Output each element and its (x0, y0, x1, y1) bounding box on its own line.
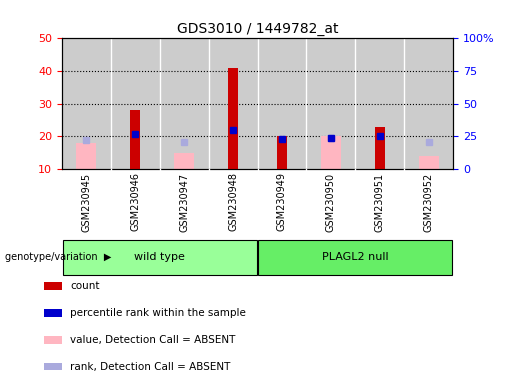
Bar (419, 156, 438, 169)
Bar (375, 126, 385, 169)
Text: value, Detection Call = ABSENT: value, Detection Call = ABSENT (70, 335, 236, 345)
Text: count: count (70, 281, 100, 291)
Bar (76, 143, 96, 169)
Bar (44, 282, 62, 290)
Bar (130, 110, 140, 169)
Bar (44, 363, 62, 371)
Bar (63, 240, 256, 275)
Text: genotype/variation  ▶: genotype/variation ▶ (5, 252, 112, 262)
Bar (44, 336, 62, 344)
Text: GSM230952: GSM230952 (424, 172, 434, 232)
Text: GSM230948: GSM230948 (228, 172, 238, 232)
Text: percentile rank within the sample: percentile rank within the sample (70, 308, 246, 318)
Bar (259, 240, 452, 275)
Bar (277, 136, 287, 169)
Text: GSM230950: GSM230950 (326, 172, 336, 232)
Text: GSM230951: GSM230951 (375, 172, 385, 232)
Bar (321, 136, 340, 169)
Text: PLAGL2 null: PLAGL2 null (322, 252, 389, 262)
Text: GSM230949: GSM230949 (277, 172, 287, 232)
Text: GSM230947: GSM230947 (179, 172, 189, 232)
Text: GSM230945: GSM230945 (81, 172, 91, 232)
Bar (228, 68, 238, 169)
Text: rank, Detection Call = ABSENT: rank, Detection Call = ABSENT (70, 362, 231, 372)
Title: GDS3010 / 1449782_at: GDS3010 / 1449782_at (177, 22, 338, 36)
Text: wild type: wild type (134, 252, 185, 262)
Bar (174, 152, 194, 169)
Bar (44, 309, 62, 317)
Text: GSM230946: GSM230946 (130, 172, 140, 232)
